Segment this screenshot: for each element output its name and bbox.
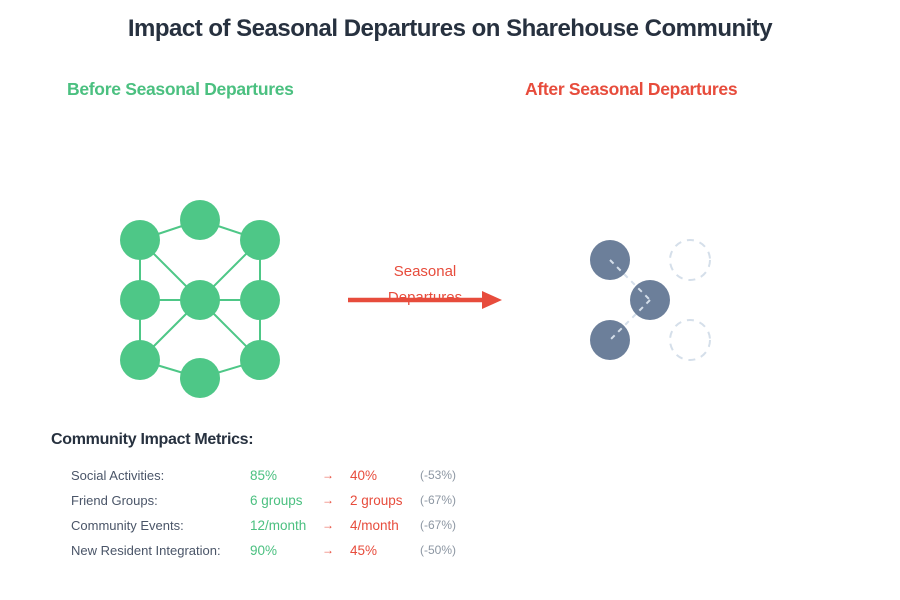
- metric-arrow-glyph: →: [322, 493, 334, 507]
- metric-label: Social Activities:: [71, 468, 165, 483]
- metric-change-value: (-67%): [420, 493, 457, 507]
- metric-row: Community Events: 12/month → 4/month (-67%): [71, 513, 480, 538]
- metrics-table: Social Activities: 85% → 40% (-53%) Friend Gr…: [71, 463, 480, 563]
- metric-label: Community Events:: [71, 518, 184, 533]
- metric-change-value: (-50%): [420, 543, 457, 557]
- metric-row: Social Activities: 85% → 40% (-53%): [71, 463, 480, 488]
- metric-row: New Resident Integration: 90% → 45% (-50%): [71, 538, 480, 563]
- resident-node-before: [240, 340, 280, 380]
- resident-node-before: [120, 340, 160, 380]
- metric-before-value: 12/month: [250, 518, 307, 533]
- metrics-heading: Community Impact Metrics:: [51, 431, 254, 448]
- resident-node-before: [240, 280, 280, 320]
- metric-after-value: 2 groups: [350, 493, 403, 508]
- transition-arrow-head: [482, 291, 502, 309]
- after-section-heading: After Seasonal Departures: [525, 79, 738, 99]
- resident-node-before: [120, 220, 160, 260]
- resident-node-before: [180, 200, 220, 240]
- metric-after-value: 40%: [350, 468, 378, 483]
- figure-title: Impact of Seasonal Departures on Shareho…: [127, 15, 773, 42]
- metric-label: New Resident Integration:: [71, 543, 221, 558]
- metric-before-value: 90%: [250, 543, 278, 558]
- arrow-label-line1: Seasonal: [393, 263, 457, 280]
- metric-before-value: 85%: [250, 468, 278, 483]
- metric-change-value: (-67%): [420, 518, 457, 532]
- metric-row: Friend Groups: 6 groups → 2 groups (-67%): [71, 488, 480, 513]
- resident-node-before: [240, 220, 280, 260]
- resident-node-before: [120, 280, 160, 320]
- metric-after-value: 45%: [350, 543, 378, 558]
- arrow-label-line2: Departures: [387, 289, 463, 306]
- metric-arrow-glyph: →: [322, 543, 334, 557]
- metric-after-value: 4/month: [350, 518, 399, 533]
- metric-arrow-glyph: →: [322, 468, 334, 482]
- metric-arrow-glyph: →: [322, 518, 334, 532]
- transition-arrow-label: Seasonal Departures: [350, 259, 500, 311]
- resident-node-before: [180, 358, 220, 398]
- metric-change-value: (-53%): [420, 468, 457, 482]
- resident-node-before: [180, 280, 220, 320]
- metric-before-value: 6 groups: [250, 493, 303, 508]
- before-section-heading: Before Seasonal Departures: [67, 79, 294, 99]
- metric-label: Friend Groups:: [71, 493, 158, 508]
- resident-node-departed: [669, 319, 711, 361]
- resident-node-departed: [669, 239, 711, 281]
